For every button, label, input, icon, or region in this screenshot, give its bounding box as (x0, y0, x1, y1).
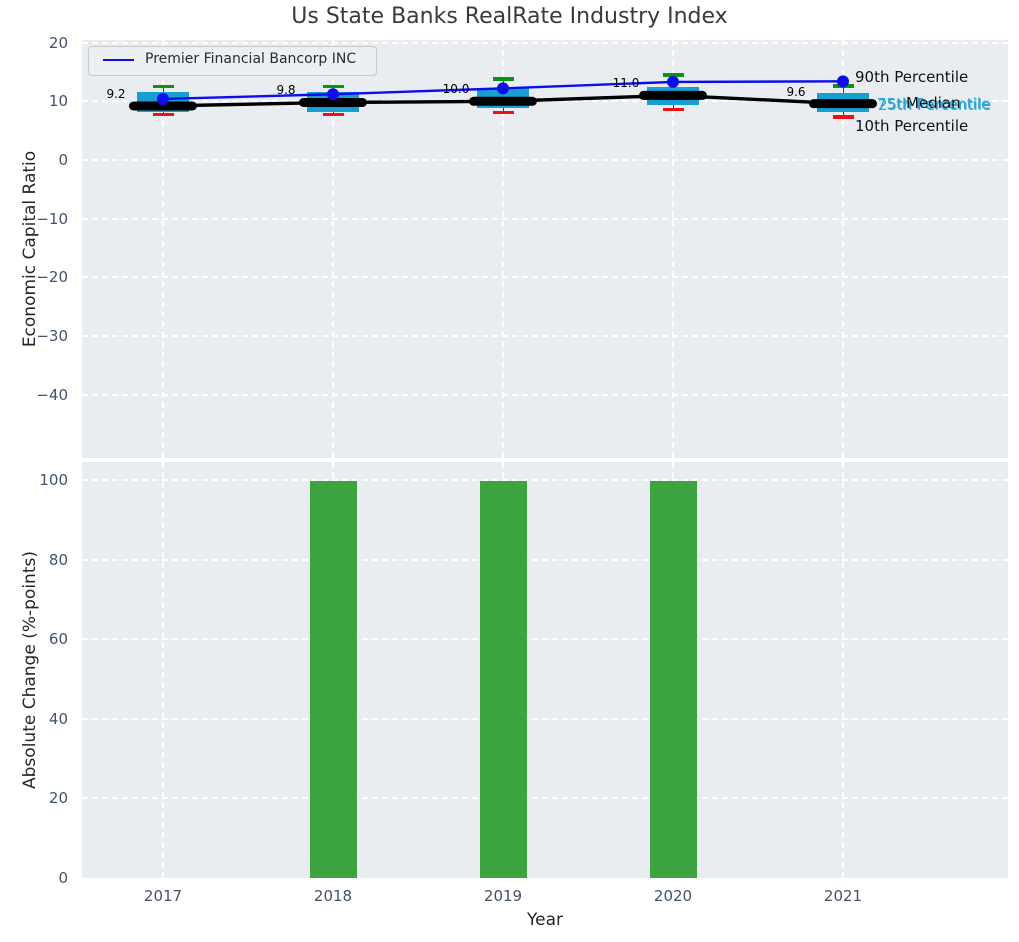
gridline-v (502, 40, 504, 458)
label-10th-percentile: 10th Percentile (855, 117, 969, 135)
legend-line-sample (103, 59, 134, 61)
y-tick-label: 20 (48, 33, 68, 52)
legend-series-label: Premier Financial Bancorp INC (145, 51, 357, 67)
median-annotation-2017: 9.2 (106, 86, 126, 101)
gridline-h (82, 335, 1008, 338)
gridline-h (82, 100, 1008, 103)
iqr-box-2018 (307, 91, 359, 113)
x-axis-label: Year (527, 910, 563, 930)
p90-cap-2021 (832, 84, 854, 88)
gridline-v (162, 462, 164, 878)
bottom-plot-area (82, 462, 1008, 878)
bar-2018 (309, 480, 357, 878)
median-annotation-2018: 9.8 (276, 83, 296, 98)
gridline-h (82, 638, 1008, 641)
bar-2019 (479, 480, 527, 878)
y-tick-label: 40 (48, 709, 68, 728)
y-tick-label: 0 (58, 151, 68, 169)
gridline-h (82, 159, 1008, 161)
gridline-h (82, 393, 1008, 396)
gridline-h (82, 479, 1008, 481)
p90-cap-2020 (662, 73, 684, 77)
median-annotation-2020: 11.0 (612, 76, 640, 91)
gridline-h (82, 717, 1008, 720)
gridline-v (842, 40, 844, 458)
p90-cap-2017 (152, 84, 174, 89)
label-median: Median (906, 94, 961, 112)
p10-cap-2019 (492, 110, 514, 115)
gridline-h (82, 797, 1008, 800)
iqr-box-2021 (817, 93, 869, 112)
gridline-v (672, 40, 674, 458)
iqr-box-2017 (137, 92, 189, 113)
gridline-h (82, 41, 1008, 44)
gridline-h (82, 276, 1008, 279)
bar-2020 (649, 480, 697, 878)
y-tick-label: 10 (48, 92, 68, 111)
x-tick-label-2020: 2020 (653, 887, 693, 905)
x-tick-label-2018: 2018 (313, 887, 353, 905)
gridline-v (332, 40, 334, 458)
x-tick-label-2019: 2019 (483, 887, 523, 905)
gridline-v (162, 40, 164, 458)
gridline-v (842, 462, 844, 878)
label-25th-percentile: 25th Percentile (878, 96, 992, 114)
y-tick-label: 0 (58, 869, 68, 887)
y-tick-label: 80 (48, 550, 68, 569)
iqr-box-2020 (647, 86, 699, 105)
top-y-axis-label: Economic Capital Ratio (20, 150, 40, 348)
label-75th-percentile: 75th Percentile (877, 95, 991, 113)
y-tick-label: −30 (36, 327, 68, 346)
p90-cap-2018 (322, 84, 344, 89)
median-annotation-2019: 10.0 (442, 82, 470, 97)
p90-cap-2019 (492, 77, 514, 81)
p10-cap-2018 (322, 112, 344, 116)
bottom-y-axis-label: Absolute Change (%-points) (20, 551, 40, 789)
x-tick-label-2017: 2017 (143, 887, 183, 905)
label-90th-percentile: 90th Percentile (855, 68, 969, 86)
y-tick-label: 60 (48, 630, 68, 649)
p10-cap-2020 (662, 107, 684, 112)
p10-cap-2021 (832, 115, 854, 119)
y-tick-label: −20 (36, 268, 68, 287)
chart-title: Us State Banks RealRate Industry Index (291, 4, 728, 29)
x-tick-label-2021: 2021 (823, 887, 863, 905)
gridline-h (82, 558, 1008, 561)
y-tick-label: −40 (36, 385, 68, 404)
legend: Premier Financial Bancorp INC (88, 46, 377, 76)
gridline-h (82, 217, 1008, 220)
median-annotation-2021: 9.6 (786, 84, 806, 99)
y-tick-label: 100 (39, 471, 68, 489)
y-tick-label: −10 (36, 209, 68, 228)
p10-cap-2017 (152, 112, 174, 116)
iqr-box-2019 (477, 88, 529, 109)
y-tick-label: 20 (48, 789, 68, 808)
